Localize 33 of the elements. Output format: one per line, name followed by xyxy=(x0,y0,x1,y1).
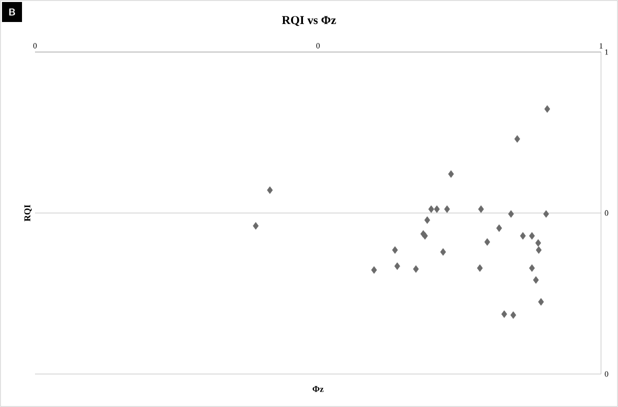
point xyxy=(428,205,434,213)
point xyxy=(533,276,539,284)
point xyxy=(510,311,516,319)
chart-title: RQI vs Φz xyxy=(282,16,336,26)
point xyxy=(444,205,450,213)
point xyxy=(440,248,446,256)
point xyxy=(448,170,454,178)
point xyxy=(529,264,535,272)
point xyxy=(496,224,502,232)
point xyxy=(478,205,484,213)
text: B xyxy=(9,8,16,16)
point xyxy=(501,310,508,318)
x-axis-title: Φz xyxy=(312,386,324,392)
point xyxy=(538,298,544,306)
point xyxy=(536,246,542,254)
point xyxy=(544,105,550,113)
point xyxy=(392,246,398,254)
point xyxy=(484,238,490,246)
point xyxy=(424,216,430,224)
point xyxy=(535,239,542,247)
point xyxy=(476,264,483,272)
point xyxy=(394,262,400,270)
point xyxy=(508,210,514,218)
point xyxy=(514,135,520,143)
y-axis-title: RQI xyxy=(24,204,32,222)
point xyxy=(434,205,440,213)
point xyxy=(252,222,259,230)
point xyxy=(543,210,549,218)
point xyxy=(413,265,419,273)
point xyxy=(267,186,273,194)
point xyxy=(371,266,377,274)
point xyxy=(520,232,526,240)
point xyxy=(529,232,535,240)
